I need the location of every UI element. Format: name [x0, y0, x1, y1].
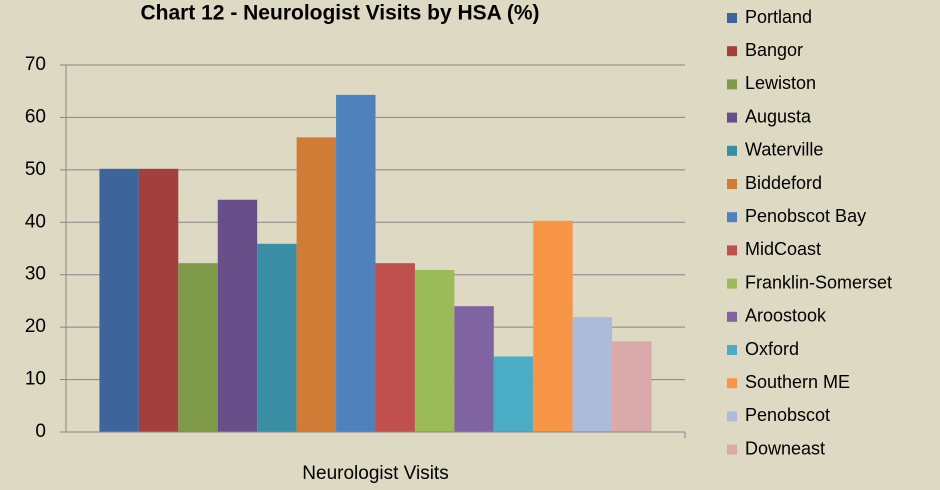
legend-label: Portland [745, 7, 812, 27]
chart-title: Chart 12 - Neurologist Visits by HSA (%) [140, 2, 539, 25]
bar [296, 137, 337, 432]
bar [572, 317, 613, 432]
bar [257, 243, 297, 432]
bar [454, 306, 494, 432]
legend-swatch [727, 212, 737, 223]
bar [533, 220, 573, 432]
legend-label: Penobscot Bay [745, 206, 866, 226]
legend-label: Augusta [745, 106, 812, 126]
legend-label: Downeast [745, 438, 825, 458]
bar [375, 263, 415, 432]
y-tick-label: 70 [25, 54, 46, 75]
bar [178, 263, 218, 432]
legend-swatch [727, 46, 737, 57]
legend-label: Biddeford [745, 173, 822, 193]
bar [99, 168, 139, 432]
legend-swatch [727, 345, 737, 355]
y-tick-label: 30 [25, 264, 46, 285]
y-tick-label: 0 [35, 421, 46, 442]
legend-label: Southern ME [745, 372, 850, 392]
legend-swatch [727, 79, 737, 90]
legend-label: Penobscot [745, 405, 830, 425]
legend-swatch [727, 411, 737, 422]
legend-swatch [727, 444, 737, 455]
bar [612, 341, 652, 432]
bar [217, 199, 258, 432]
legend-label: Waterville [745, 140, 823, 160]
legend-swatch [727, 245, 737, 256]
legend-swatch [727, 378, 737, 389]
bar [493, 356, 534, 432]
y-tick-label: 20 [25, 316, 46, 337]
legend-swatch [727, 145, 737, 156]
legend-label: Lewiston [745, 73, 816, 93]
y-tick-label: 60 [25, 106, 46, 127]
legend-swatch [727, 13, 737, 23]
legend-swatch [727, 112, 737, 123]
legend-swatch [727, 311, 737, 322]
legend-label: Oxford [745, 339, 799, 359]
legend-swatch [727, 278, 737, 289]
legend-label: MidCoast [745, 239, 821, 259]
x-tick-label: Neurologist Visits [302, 463, 448, 484]
y-tick-label: 50 [25, 159, 46, 180]
bar [414, 269, 455, 432]
legend-swatch [727, 179, 737, 189]
y-tick-label: 40 [25, 211, 46, 232]
bar [336, 94, 376, 433]
legend-label: Bangor [745, 40, 803, 60]
y-tick-label: 10 [25, 369, 46, 390]
legend-label: Franklin-Somerset [745, 272, 892, 292]
bar [138, 168, 179, 432]
legend-label: Aroostook [745, 306, 827, 326]
